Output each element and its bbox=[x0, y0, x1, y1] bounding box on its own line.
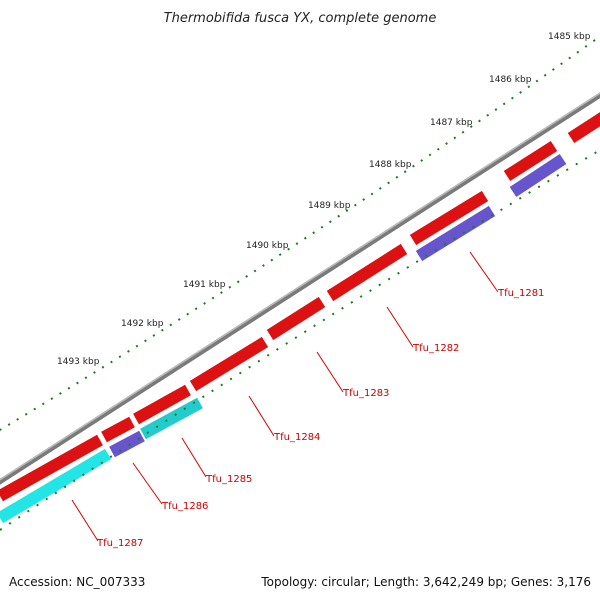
gene-label-tfu-1285[interactable]: Tfu_1285 bbox=[205, 474, 252, 485]
leader-line-tfu-1282 bbox=[386, 306, 414, 348]
gene-arrow-forward-7[interactable] bbox=[409, 190, 489, 246]
inner-tick-dots bbox=[0, 149, 600, 531]
gene-arrow-reverse-cyan-2[interactable] bbox=[140, 397, 203, 440]
kbp-label-1489: 1489 kbp bbox=[308, 201, 351, 211]
kbp-label-1487: 1487 kbp bbox=[430, 118, 473, 128]
genome-backbone bbox=[0, 92, 600, 485]
outer-tick-dots bbox=[0, 39, 596, 431]
gene-arrow-forward-1[interactable] bbox=[0, 434, 103, 502]
kbp-label-1493: 1493 kbp bbox=[57, 357, 100, 367]
gene-labels: Tfu_1281 Tfu_1282 Tfu_1283 Tfu_1284 Tfu_… bbox=[96, 288, 544, 549]
accession-text: Accession: NC_007333 bbox=[9, 575, 145, 589]
gene-label-tfu-1284[interactable]: Tfu_1284 bbox=[273, 432, 320, 443]
gene-label-tfu-1281[interactable]: Tfu_1281 bbox=[497, 288, 544, 299]
gene-arrow-reverse-cyan-1[interactable] bbox=[0, 448, 112, 524]
leader-line-tfu-1284 bbox=[248, 395, 275, 437]
kbp-label-1485: 1485 kbp bbox=[548, 32, 591, 42]
map-title: Thermobifida fusca YX, complete genome bbox=[164, 11, 437, 26]
genome-backbone-highlight bbox=[0, 92, 600, 481]
leader-line-tfu-1281 bbox=[469, 251, 499, 293]
gene-arrow-forward-8[interactable] bbox=[503, 140, 558, 182]
gene-label-tfu-1286[interactable]: Tfu_1286 bbox=[161, 501, 208, 512]
kbp-label-1492: 1492 kbp bbox=[121, 319, 164, 329]
forward-strand-genes bbox=[0, 112, 600, 502]
leader-line-tfu-1283 bbox=[316, 351, 344, 393]
gene-arrow-forward-5[interactable] bbox=[266, 296, 326, 341]
outer-ticks bbox=[0, 39, 596, 431]
kbp-label-1488: 1488 kbp bbox=[369, 160, 412, 170]
label-leader-lines bbox=[71, 251, 499, 542]
kbp-label-1491: 1491 kbp bbox=[183, 280, 226, 290]
leader-line-tfu-1285 bbox=[181, 437, 207, 478]
kbp-label-1490: 1490 kbp bbox=[246, 241, 289, 251]
kbp-label-1486: 1486 kbp bbox=[489, 75, 532, 85]
gene-arrow-forward-9[interactable] bbox=[567, 112, 600, 144]
gene-arrow-forward-6[interactable] bbox=[326, 243, 408, 302]
gene-arrow-reverse-purple-1[interactable] bbox=[109, 430, 145, 458]
gene-arrow-reverse-purple-2[interactable] bbox=[415, 205, 496, 262]
gene-arrow-reverse-purple-3[interactable] bbox=[509, 153, 567, 198]
gene-label-tfu-1283[interactable]: Tfu_1283 bbox=[342, 388, 389, 399]
gene-label-tfu-1282[interactable]: Tfu_1282 bbox=[412, 343, 459, 354]
genome-summary-text: Topology: circular; Length: 3,642,249 bp… bbox=[260, 575, 591, 589]
leader-line-tfu-1287 bbox=[71, 499, 99, 542]
kbp-labels: 1485 kbp 1486 kbp 1487 kbp 1488 kbp 1489… bbox=[57, 32, 591, 367]
gene-arrow-forward-2[interactable] bbox=[101, 416, 135, 443]
gene-arrow-forward-3[interactable] bbox=[133, 384, 191, 425]
leader-line-tfu-1286 bbox=[132, 462, 163, 505]
gene-label-tfu-1287[interactable]: Tfu_1287 bbox=[96, 538, 143, 549]
gene-arrow-forward-4[interactable] bbox=[189, 336, 269, 392]
reverse-strand-genes bbox=[0, 153, 567, 524]
